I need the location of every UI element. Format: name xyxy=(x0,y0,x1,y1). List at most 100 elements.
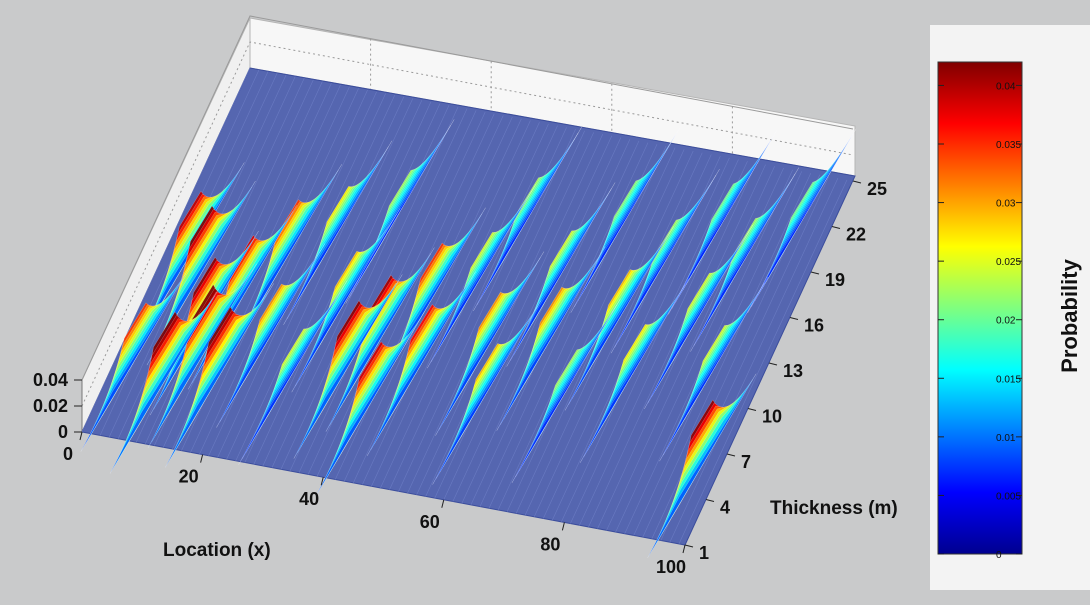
peak-band xyxy=(644,224,754,409)
peak xyxy=(610,169,720,354)
mesh-line xyxy=(199,89,368,455)
mesh-line xyxy=(434,133,604,499)
y-tick-label: 13 xyxy=(783,361,803,381)
peak xyxy=(325,247,435,432)
mesh-line xyxy=(606,166,775,531)
x-tick-label: 0 xyxy=(63,444,73,464)
x-tick-mark xyxy=(79,431,83,441)
mesh-line xyxy=(452,137,622,502)
mesh-line xyxy=(533,152,703,517)
x-tick-label: 60 xyxy=(420,512,440,532)
peak-band xyxy=(233,164,343,349)
colorbar xyxy=(937,61,1023,555)
probability-peaks xyxy=(80,119,857,558)
mesh-line xyxy=(81,67,251,433)
y-axis-ticks: 1 4 7 10 13 16 19 22 25 xyxy=(684,179,887,563)
mesh-line xyxy=(552,156,721,521)
peak-band xyxy=(511,298,621,484)
peak-band xyxy=(80,267,190,452)
y-tick-label: 25 xyxy=(867,179,887,199)
y-tick-mark xyxy=(705,499,715,502)
peak xyxy=(579,278,689,463)
peak xyxy=(432,300,542,485)
mesh-line xyxy=(145,79,314,444)
mesh-line xyxy=(389,125,558,490)
peak-band xyxy=(291,208,401,393)
colorbar-ticks: 0 0.005 0.01 0.015 0.02 0.025 0.03 0.035 0.04 xyxy=(938,81,1022,561)
mesh-line xyxy=(642,172,812,538)
x-tick-mark xyxy=(441,499,445,508)
mesh-line xyxy=(217,93,386,458)
y-tick-label: 16 xyxy=(804,316,824,336)
mesh-line xyxy=(597,164,766,529)
peak xyxy=(570,128,680,313)
x-tick-label: 40 xyxy=(299,489,319,509)
peak-band xyxy=(293,274,403,459)
peak-band xyxy=(109,289,219,474)
y-tick-label: 19 xyxy=(825,270,845,290)
y-tick-mark xyxy=(789,317,799,320)
y-tick-mark xyxy=(747,408,757,411)
peak-band xyxy=(283,140,393,325)
mesh-line xyxy=(570,159,739,524)
z-tick-label: 0.02 xyxy=(33,396,68,416)
peak xyxy=(315,311,425,496)
peak xyxy=(506,182,616,367)
mesh-line xyxy=(669,178,839,543)
mesh-line xyxy=(208,91,377,456)
peak xyxy=(435,251,545,436)
peak-band xyxy=(690,167,800,352)
x-tick-mark xyxy=(320,477,324,486)
peak xyxy=(293,274,403,459)
x-tick-mark xyxy=(682,544,686,554)
z-tick-label: 0.04 xyxy=(33,370,68,390)
y-tick-label: 10 xyxy=(762,407,782,427)
peak-band xyxy=(238,280,348,465)
mesh-line xyxy=(543,154,712,519)
peak-band xyxy=(668,130,777,315)
mesh-line xyxy=(497,145,667,511)
mesh-line xyxy=(353,118,522,483)
peak-band xyxy=(647,373,757,558)
y-tick-mark xyxy=(684,544,694,548)
colorbar-tick-label: 0.01 xyxy=(996,433,1016,444)
peak xyxy=(427,184,536,369)
peak xyxy=(366,271,476,456)
y-tick-mark xyxy=(726,453,736,457)
z-tick-label: 0 xyxy=(58,422,68,442)
grid-lines xyxy=(81,15,854,432)
y-axis-label: Thickness (m) xyxy=(770,498,898,519)
y-tick-mark xyxy=(852,180,862,184)
peak-band xyxy=(473,126,583,312)
peak-band xyxy=(315,311,425,496)
peak xyxy=(233,164,343,349)
mesh-line xyxy=(678,179,848,544)
colorbar-tick-label: 0.015 xyxy=(996,374,1021,385)
y-tick-mark xyxy=(768,362,778,366)
y-tick-label: 7 xyxy=(741,452,751,472)
x-tick-mark xyxy=(200,454,204,463)
peak-band xyxy=(747,128,857,313)
peak xyxy=(109,289,219,474)
y-tick-mark xyxy=(831,226,841,229)
peak-band xyxy=(570,128,680,313)
colorbar-tick-label: 0.03 xyxy=(996,199,1016,210)
peak xyxy=(496,246,606,431)
peak-band xyxy=(506,182,616,367)
colorbar-tick-label: 0.02 xyxy=(996,316,1016,327)
y-tick-mark xyxy=(810,271,820,275)
peak xyxy=(345,119,455,304)
mesh-line xyxy=(380,123,549,489)
peak-band xyxy=(366,271,476,456)
peak xyxy=(238,280,348,465)
mesh-line xyxy=(253,100,423,465)
peak-band xyxy=(146,180,256,366)
peak xyxy=(668,130,777,315)
mesh-line xyxy=(479,142,649,507)
colorbar-tick-label: 0.035 xyxy=(996,140,1021,151)
peak-band xyxy=(427,184,536,369)
mesh-line xyxy=(425,132,594,497)
x-tick-label: 20 xyxy=(179,467,199,487)
